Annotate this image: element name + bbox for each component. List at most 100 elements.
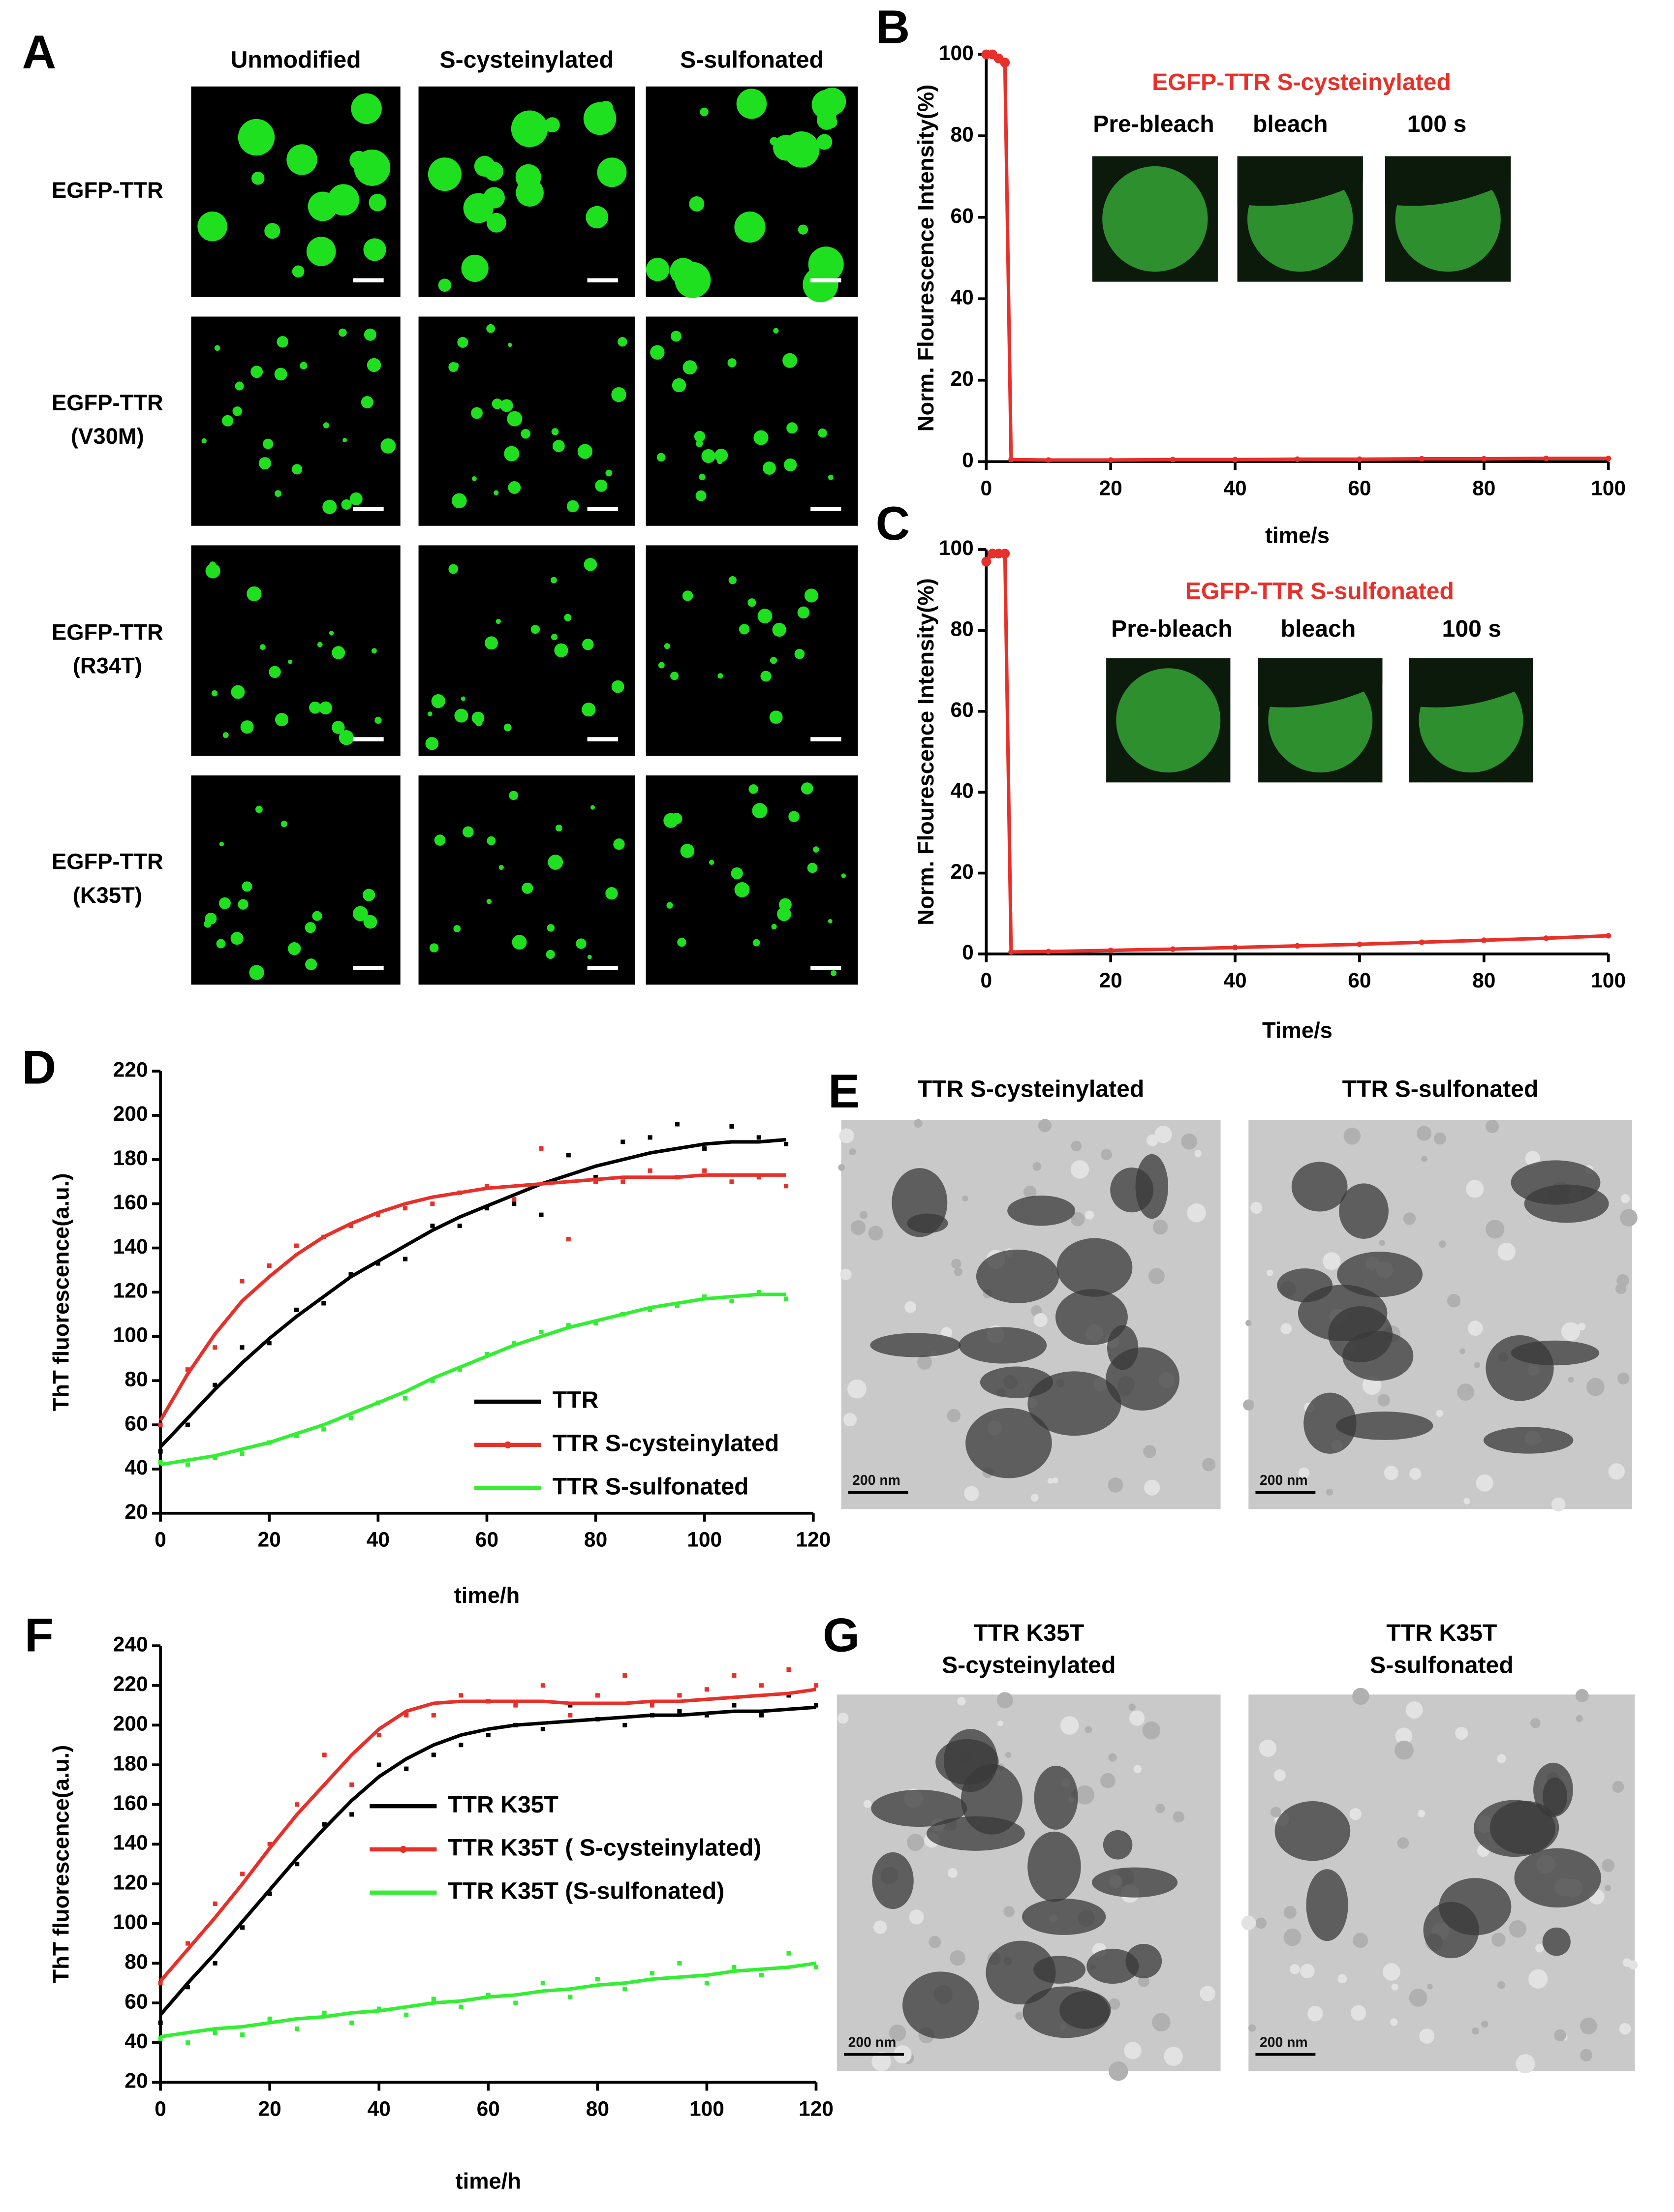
aggregate: [1091, 1867, 1178, 1898]
y-tick-label: 120: [113, 1871, 148, 1894]
droplet: [255, 805, 263, 813]
droplet: [760, 671, 772, 682]
droplet: [428, 157, 462, 191]
x-tick-label: 40: [367, 1529, 390, 1552]
data-point: [1108, 457, 1114, 463]
texture: [962, 1195, 968, 1202]
texture: [1628, 1960, 1638, 1970]
droplet: [762, 461, 776, 475]
data-point: [595, 1977, 600, 1982]
fit-line: [159, 1137, 786, 1448]
texture: [1377, 1394, 1390, 1407]
image-caption: S-cysteinylated: [942, 1652, 1116, 1678]
data-point: [677, 1961, 682, 1966]
data-point: [430, 1224, 435, 1229]
data-point: [729, 1298, 734, 1303]
x-axis-label: Time/s: [1262, 1018, 1333, 1043]
data-point: [349, 1812, 354, 1817]
texture: [1101, 1149, 1113, 1161]
droplet: [582, 639, 594, 650]
droplet: [218, 897, 231, 909]
texture: [941, 1327, 953, 1339]
data-point: [459, 1693, 464, 1698]
data-point: [595, 1693, 600, 1698]
texture: [947, 1409, 961, 1423]
data-point: [759, 1713, 764, 1718]
x-tick-label: 0: [980, 477, 992, 500]
droplet: [235, 381, 244, 391]
droplet: [752, 939, 760, 947]
data-point: [620, 1179, 625, 1184]
texture: [860, 1211, 868, 1219]
droplet: [583, 102, 617, 135]
droplet: [709, 860, 714, 865]
y-tick-label: 20: [124, 2070, 148, 2093]
aggregate: [961, 1764, 1023, 1835]
droplet: [286, 144, 317, 175]
data-point: [186, 1941, 190, 1946]
data-point: [158, 1422, 163, 1427]
texture: [847, 1379, 867, 1399]
x-axis-label: time/h: [456, 2168, 522, 2193]
droplet: [250, 366, 263, 378]
data-point: [240, 2032, 245, 2037]
x-tick-label: 80: [584, 1529, 607, 1552]
texture: [1586, 1378, 1605, 1396]
data-point: [702, 1294, 707, 1299]
aggregate: [1306, 1869, 1348, 1941]
droplet: [484, 161, 503, 181]
texture: [1271, 1807, 1281, 1818]
droplet: [828, 474, 834, 480]
row-label: (K35T): [73, 883, 142, 908]
droplet: [731, 867, 743, 880]
y-tick-label: 100: [939, 537, 974, 560]
texture: [1138, 1975, 1149, 1987]
texture: [1015, 2012, 1023, 2020]
texture: [1030, 1494, 1039, 1502]
x-tick-label: 100: [687, 1529, 722, 1552]
data-point: [186, 2040, 190, 2045]
droplet: [312, 911, 322, 921]
texture: [1601, 1859, 1615, 1873]
droplet: [777, 907, 791, 922]
texture: [1617, 1372, 1630, 1384]
texture: [1391, 1983, 1398, 1991]
droplet: [656, 453, 666, 462]
y-tick-label: 60: [951, 205, 974, 228]
aggregate: [870, 1333, 961, 1357]
inset-label: bleach: [1253, 111, 1328, 137]
y-tick-label: 60: [124, 1990, 148, 2013]
data-point: [756, 1135, 761, 1140]
texture: [1071, 1140, 1082, 1152]
y-tick-label: 100: [113, 1911, 148, 1934]
data-point: [759, 1973, 764, 1978]
data-point: [566, 1237, 571, 1242]
data-point: [1605, 456, 1612, 461]
fit-line: [160, 1961, 816, 2039]
texture: [1528, 1969, 1548, 1989]
x-tick-label: 100: [1591, 477, 1626, 500]
droplet: [280, 821, 287, 828]
data-point: [786, 1667, 791, 1672]
x-tick-label: 20: [1099, 477, 1122, 500]
data-point: [1232, 945, 1238, 951]
texture: [1409, 1989, 1427, 2007]
data-point: [322, 1752, 327, 1757]
data-point: [675, 1303, 680, 1308]
droplet: [772, 622, 786, 637]
aggregate: [1483, 1427, 1574, 1454]
texture: [1417, 1810, 1426, 1818]
droplet: [448, 362, 459, 372]
droplet: [782, 353, 798, 368]
data-point: [566, 1153, 571, 1158]
texture: [1143, 1445, 1156, 1458]
data-point: [484, 1184, 489, 1189]
inset-label: 100 s: [1442, 615, 1502, 642]
legend-label: TTR K35T: [448, 1791, 558, 1818]
data-point: [540, 1981, 545, 1986]
y-tick-label: 160: [113, 1792, 148, 1815]
data-point: [1294, 943, 1301, 949]
image-caption: S-sulfonated: [1370, 1652, 1514, 1678]
data-point: [539, 1329, 544, 1334]
droplet: [818, 428, 827, 438]
